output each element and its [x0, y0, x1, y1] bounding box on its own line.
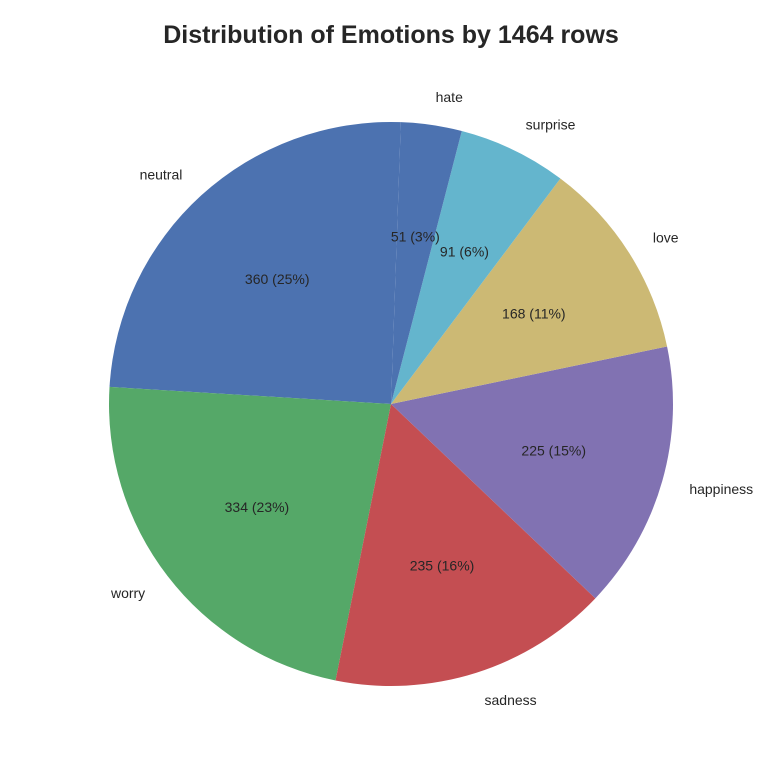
- slice-value-label-sadness: 235 (16%): [410, 557, 475, 573]
- slice-category-label-surprise: surprise: [526, 117, 576, 133]
- slice-value-label-surprise: 91 (6%): [440, 244, 489, 260]
- chart-title: Distribution of Emotions by 1464 rows: [163, 21, 619, 49]
- pie-slices: [109, 121, 674, 686]
- slice-category-label-neutral: neutral: [140, 166, 183, 182]
- slice-category-label-love: love: [653, 230, 679, 246]
- pie-slice-happiness: [391, 346, 674, 599]
- slice-value-label-love: 168 (11%): [502, 305, 566, 321]
- pie-slice-hate: [391, 122, 462, 405]
- slice-category-label-hate: hate: [436, 89, 463, 105]
- slice-category-label-worry: worry: [110, 585, 145, 601]
- pie-labels: 360 (25%) neutral 334 (23%) worry 235 (16%) s…: [110, 89, 753, 708]
- slice-category-label-happiness: happiness: [689, 481, 753, 497]
- slice-value-label-neutral: 360 (25%): [245, 271, 310, 287]
- slice-value-label-worry: 334 (23%): [225, 499, 290, 515]
- pie-slice-neutral: [109, 121, 401, 405]
- pie-slice-love: [391, 178, 668, 404]
- pie-slice-sadness: [335, 404, 596, 686]
- slice-value-label-happiness: 225 (15%): [521, 442, 586, 458]
- pie-slice-worry: [109, 386, 391, 681]
- slice-value-label-hate: 51 (3%): [391, 229, 440, 245]
- slice-category-label-sadness: sadness: [485, 692, 537, 708]
- pie-slice-surprise: [391, 131, 561, 404]
